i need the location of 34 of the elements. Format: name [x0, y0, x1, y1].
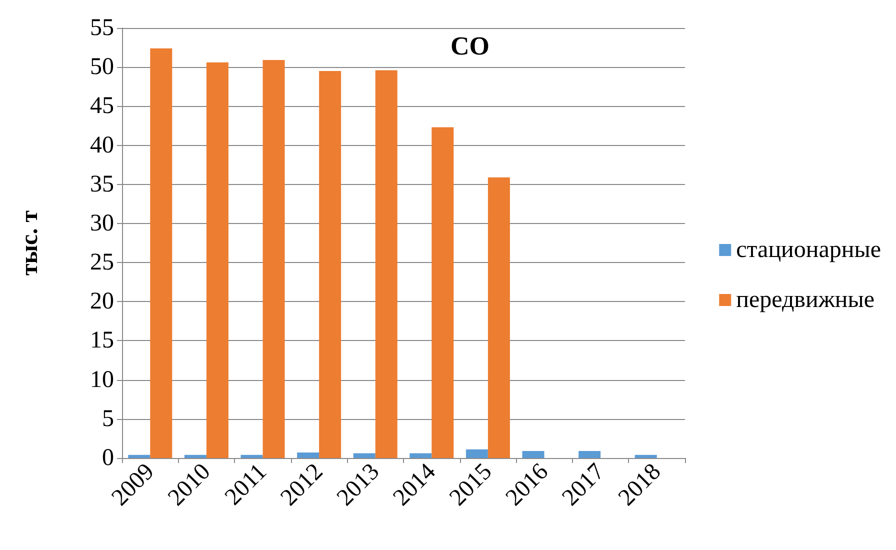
chart-title: CO [450, 32, 490, 60]
y-tick-label: 35 [90, 171, 114, 198]
y-tick-label: 40 [90, 132, 114, 158]
y-tick-label: 55 [90, 15, 114, 41]
bar [184, 454, 206, 458]
y-axis-title: тыс. т [17, 210, 43, 276]
bar [353, 453, 376, 458]
bar [297, 452, 320, 458]
bar [262, 60, 285, 458]
bar [240, 454, 263, 458]
bar [578, 450, 601, 458]
bar [488, 177, 510, 458]
bar [410, 453, 432, 458]
y-tick-label: 15 [90, 328, 114, 354]
y-tick-label: 45 [90, 93, 114, 120]
bar [206, 62, 228, 458]
bar [319, 71, 342, 458]
y-tick-label: 50 [90, 54, 114, 80]
y-tick-label: 20 [90, 288, 114, 315]
bar [375, 70, 398, 458]
bar [150, 48, 172, 458]
bar [432, 127, 454, 458]
y-tick-label: 25 [90, 250, 114, 276]
y-tick-label: 5 [102, 406, 114, 432]
y-tick-label: 0 [102, 445, 114, 471]
bar [522, 450, 544, 458]
legend-label: передвижные [736, 287, 875, 313]
legend-label: стационарные [736, 237, 881, 263]
bar [128, 454, 150, 458]
bar [634, 454, 657, 458]
bar [466, 449, 488, 458]
y-tick-label: 10 [90, 366, 114, 393]
y-tick-label: 30 [90, 210, 114, 236]
x-tick-label: 2011 [220, 458, 272, 510]
